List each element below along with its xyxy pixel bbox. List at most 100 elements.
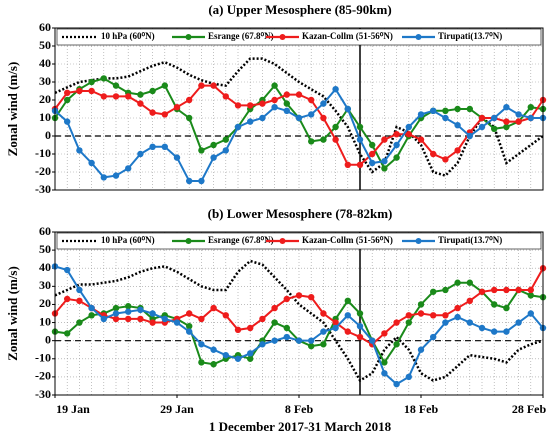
point	[88, 312, 95, 319]
point	[173, 104, 181, 111]
y-tick-label: 20	[39, 92, 51, 106]
point	[247, 350, 254, 357]
point	[198, 82, 205, 89]
point	[466, 279, 473, 286]
point	[442, 312, 449, 319]
series-line	[54, 259, 544, 383]
point	[332, 86, 339, 93]
point	[332, 123, 339, 131]
point	[173, 319, 181, 326]
point	[417, 136, 425, 143]
point	[161, 315, 168, 323]
point	[442, 319, 449, 326]
point	[515, 118, 522, 125]
series-line	[54, 57, 544, 178]
point	[149, 310, 156, 317]
point	[491, 301, 498, 308]
point	[100, 93, 108, 100]
point	[234, 102, 242, 109]
point	[112, 310, 120, 317]
point	[393, 131, 400, 138]
point	[88, 304, 95, 312]
point	[442, 107, 449, 115]
point	[405, 131, 412, 138]
point	[320, 310, 327, 317]
point	[88, 159, 95, 167]
point	[234, 355, 242, 362]
point	[405, 319, 412, 326]
point	[454, 147, 461, 154]
point	[125, 315, 132, 323]
point	[149, 109, 156, 116]
point	[222, 312, 229, 319]
point	[430, 312, 437, 319]
point	[210, 361, 217, 368]
point	[417, 310, 425, 317]
point	[332, 319, 339, 326]
legend-label: Kazan-Collm (51-56⁰N)	[302, 31, 393, 41]
legend-marker	[415, 34, 422, 40]
point	[527, 104, 534, 111]
legend-label: 10 hPa (60⁰N)	[101, 235, 155, 245]
point	[210, 154, 217, 161]
panel-title: (a) Upper Mesosphere (85-90km)	[208, 2, 391, 17]
point	[137, 306, 144, 314]
point	[63, 89, 71, 97]
point	[430, 107, 437, 115]
y-tick-label: 50	[39, 242, 51, 256]
point	[222, 136, 229, 143]
point	[430, 288, 437, 295]
point	[308, 96, 315, 104]
point	[63, 96, 71, 104]
point	[271, 337, 278, 344]
x-tick-label: 8 Feb	[285, 402, 314, 416]
point	[527, 286, 534, 294]
y-tick-label: 10	[39, 314, 51, 328]
point	[76, 87, 83, 95]
point	[222, 351, 229, 359]
point	[393, 154, 400, 161]
legend-label: Kazan-Collm (51-56⁰N)	[302, 235, 393, 245]
point	[259, 100, 266, 107]
point	[478, 324, 486, 332]
point	[76, 297, 83, 305]
point	[527, 292, 534, 299]
point	[125, 308, 132, 315]
point	[198, 341, 205, 348]
point	[405, 123, 412, 131]
point	[393, 380, 400, 388]
point	[76, 147, 83, 154]
point	[430, 150, 437, 158]
y-tick-label: 20	[39, 296, 51, 310]
point	[137, 150, 144, 158]
point	[259, 315, 266, 323]
point	[295, 292, 303, 299]
legend-label: Tirupati(13.7⁰N)	[438, 31, 502, 41]
point	[308, 337, 315, 344]
point	[198, 359, 205, 366]
point	[149, 87, 156, 95]
point	[442, 286, 449, 294]
point	[112, 82, 120, 89]
point	[381, 359, 388, 366]
y-tick-label: 60	[39, 20, 51, 34]
y-tick-label: 10	[39, 110, 51, 124]
y-tick-label: 60	[39, 224, 51, 238]
point	[247, 118, 254, 125]
legend-marker	[185, 238, 192, 244]
point	[466, 297, 473, 305]
point	[247, 102, 254, 109]
point	[356, 333, 364, 341]
point	[332, 136, 339, 143]
point	[356, 123, 364, 131]
point	[466, 132, 473, 140]
point	[210, 141, 217, 149]
point	[320, 341, 327, 348]
point	[503, 286, 510, 294]
point	[527, 310, 534, 317]
point	[405, 312, 412, 319]
point	[356, 310, 364, 317]
y-tick-label: 40	[39, 56, 51, 70]
legend-label: 10 hPa (60⁰N)	[101, 31, 155, 41]
point	[149, 143, 156, 150]
